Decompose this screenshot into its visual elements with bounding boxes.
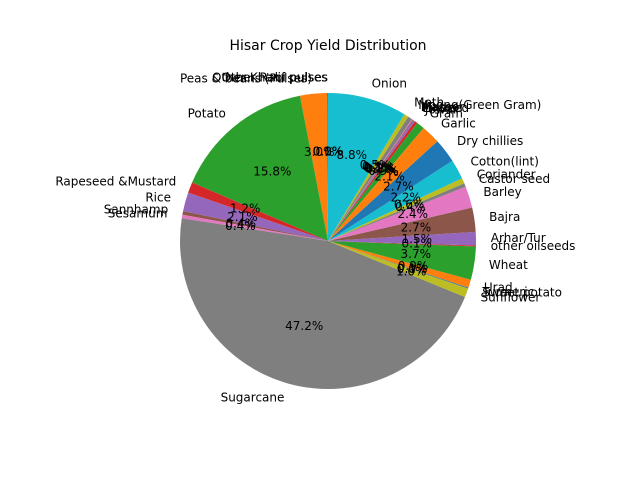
slice-barley <box>328 186 473 241</box>
label-castor-seed: Castor seed <box>479 172 550 186</box>
pct-other-rabi-pulses: 0.0% <box>313 145 344 159</box>
pct-onion: 8.8% <box>337 148 368 162</box>
slice-potato <box>192 95 328 241</box>
label-rice: Rice <box>145 190 171 204</box>
slice-sugarcane <box>180 218 465 389</box>
slice-masoor <box>328 119 413 241</box>
slice-maize <box>328 119 414 241</box>
slice-arhar-tur <box>328 231 477 246</box>
slice-other-oilseeds <box>328 241 476 247</box>
label-sunflower: Sunflower <box>481 290 541 304</box>
pct-gram: 0.9% <box>368 164 399 178</box>
pct-other-oilseeds: 0.1% <box>401 237 432 251</box>
pct-urad: 0.9% <box>398 259 429 273</box>
slice-moth <box>328 114 409 241</box>
label-gram: Gram <box>430 106 463 120</box>
label-potato: Potato <box>188 107 226 121</box>
slice-other-kharif-pulses <box>327 92 328 241</box>
pct-sugarcane: 47.2% <box>285 319 323 333</box>
pct-cotton-lint: 2.2% <box>390 191 421 205</box>
pct-dry-chillies: 2.7% <box>383 179 414 193</box>
pct-other-kharif-pulses: 0.1% <box>312 145 343 159</box>
label-barley: Barley <box>483 185 521 199</box>
pct-garlic: 2.1% <box>374 170 405 184</box>
label-jowar: Jowar <box>424 103 458 117</box>
slice-gram <box>328 122 424 241</box>
pct-coriander: 0.6% <box>394 197 425 211</box>
label-sweet-potato: Sweet potato <box>482 286 562 300</box>
label-other-oilseeds: other oilseeds <box>491 239 576 253</box>
label-moong-green-gram: Moong(Green Gram) <box>418 98 541 112</box>
label-rapeseed-mustard: Rapeseed &Mustard <box>55 175 176 189</box>
slice-sunflower <box>328 241 469 297</box>
pct-sweet-potato: 0.0% <box>397 262 428 276</box>
label-linseed: Linseed <box>423 101 469 115</box>
label-moth: Moth <box>414 95 444 109</box>
slice-moong-green-gram <box>328 116 413 241</box>
label-peas-beans-pulses: Peas & beans (Pulses) <box>180 72 312 86</box>
chart-title: Hisar Crop Yield Distribution <box>229 38 426 54</box>
label-masoor: Masoor <box>421 100 465 114</box>
label-coriander: Coriander <box>477 167 536 181</box>
label-other-rabi-pulses: Other Rabi pulses <box>221 71 328 85</box>
label-bajra: Bajra <box>489 210 520 224</box>
label-sannhamp: Sannhamp <box>104 203 168 217</box>
label-onion: Onion <box>372 77 407 91</box>
slice-urad <box>328 241 471 288</box>
slice-cotton-lint <box>328 160 463 241</box>
slice-turmeric <box>328 241 469 289</box>
pct-potato: 15.8% <box>253 164 291 178</box>
slice-rapeseed-mustard <box>188 182 328 241</box>
label-garlic: Garlic <box>441 116 476 130</box>
slice-jowar <box>328 121 418 241</box>
pct-linseed: 0.2% <box>365 161 396 175</box>
slice-castor-seed <box>328 183 466 241</box>
pct-wheat: 3.7% <box>401 247 432 261</box>
pct-rice: 2.1% <box>227 210 258 224</box>
label-arhar-tur: Arhar/Tur <box>491 231 546 245</box>
pct-jowar: 0.3% <box>366 162 397 176</box>
slice-wheat <box>328 241 476 280</box>
label-dry-chillies: Dry chillies <box>457 134 523 148</box>
percent-labels: 0.1%3.0%15.8%1.2%2.1%0.4%0.4%47.2%1.0%0.… <box>225 145 432 333</box>
label-sesamum: Sesamum <box>108 207 168 221</box>
pct-sannhamp: 0.4% <box>226 217 257 231</box>
pct-castor-seed: 0.4% <box>395 200 426 214</box>
pct-masoor: 0.1% <box>363 161 394 175</box>
slice-bajra <box>328 207 476 241</box>
slice-onion <box>328 93 405 241</box>
pct-sesamum: 0.4% <box>225 219 256 233</box>
label-maize: Maize <box>422 100 457 114</box>
pct-turmeric: 0.1% <box>397 262 428 276</box>
slice-sannhamp <box>182 211 328 241</box>
label-urad: Urad <box>484 281 513 295</box>
slice-rice <box>183 192 328 241</box>
slice-coriander <box>328 178 465 241</box>
slice-peas-beans-pulses <box>299 93 328 241</box>
label-sugarcane: Sugarcane <box>221 390 285 404</box>
pct-bajra: 2.7% <box>401 221 432 235</box>
pct-sunflower: 1.0% <box>396 265 427 279</box>
label-other-kharif-pulses: Other Kharif pulses <box>212 71 327 85</box>
pct-moth: 0.5% <box>360 158 391 172</box>
label-wheat: Wheat <box>489 258 528 272</box>
pct-peas-beans-pulses: 3.0% <box>304 145 335 159</box>
slice-garlic <box>328 128 438 241</box>
pct-moong-green-gram: 0.5% <box>362 160 393 174</box>
pie-slices <box>180 92 477 389</box>
pct-rapeseed-mustard: 1.2% <box>230 201 261 215</box>
slice-sesamum <box>181 214 328 241</box>
pct-maize: 0.1% <box>364 161 395 175</box>
label-cotton-lint: Cotton(lint) <box>471 155 539 169</box>
slice-dry-chillies <box>328 141 453 241</box>
pct-arhar-tur: 1.5% <box>402 232 433 246</box>
label-turmeric: Turmeric <box>481 285 534 299</box>
slice-linseed <box>328 120 415 241</box>
pct-barley: 2.4% <box>398 207 429 221</box>
